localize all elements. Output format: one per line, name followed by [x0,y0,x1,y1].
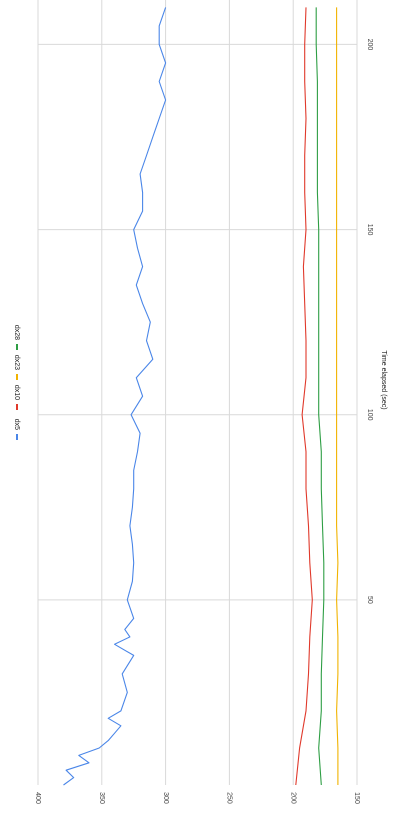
series-lines [63,7,339,786]
legend-label-dx10: dx10 [13,385,20,400]
gridlines [37,0,358,785]
y-tick-label-400: 400 [34,792,41,804]
series-line-dx28 [315,7,325,786]
series-line-dx10 [295,7,313,786]
y-tick-label-150: 150 [353,792,360,804]
legend: dx5 dx10 dx23 dx28 [13,325,20,440]
tick-labels: 150 200 250 300 350 400 50 100 150 200 [34,39,373,804]
y-tick-label-350: 350 [98,792,105,804]
y-tick-label-300: 300 [162,792,169,804]
series-line-dx23 [336,7,339,785]
x-tick-label-50: 50 [366,596,373,604]
x-axis-title: Time elapsed (sec) [380,350,387,409]
legend-label-dx23: dx23 [13,355,20,370]
x-tick-label-150: 150 [366,224,373,236]
x-tick-label-200: 200 [366,39,373,51]
legend-label-dx5: dx5 [13,419,20,430]
y-tick-label-250: 250 [226,792,233,804]
x-tick-label-100: 100 [366,409,373,421]
legend-label-dx28: dx28 [13,325,20,340]
y-tick-label-200: 200 [289,792,296,804]
series-line-dx5 [63,7,167,786]
